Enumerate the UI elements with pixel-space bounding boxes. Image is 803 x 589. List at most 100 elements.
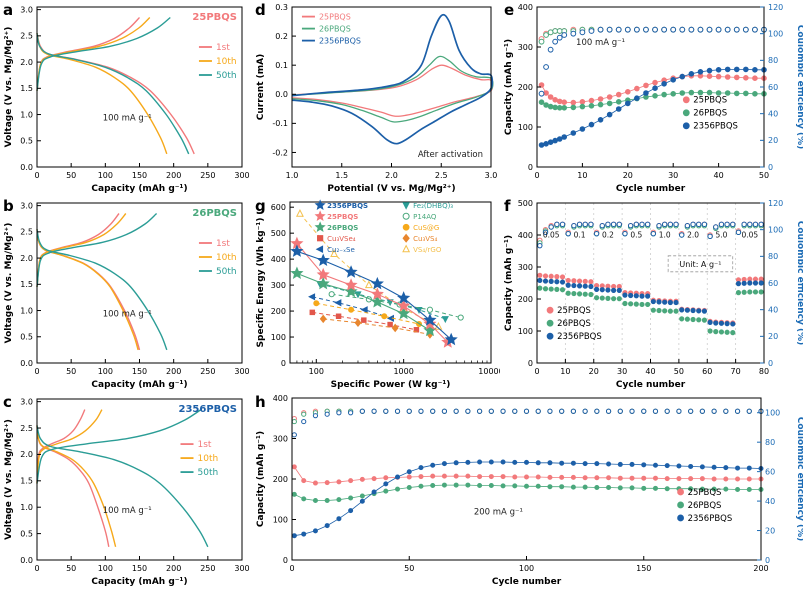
- svg-text:After activation: After activation: [418, 150, 483, 160]
- svg-text:200: 200: [273, 475, 288, 484]
- panel-label-c: c: [3, 393, 12, 411]
- svg-text:Specific Power (W kg⁻¹): Specific Power (W kg⁻¹): [331, 380, 451, 390]
- svg-text:400: 400: [518, 231, 533, 240]
- svg-text:10th: 10th: [198, 454, 219, 464]
- svg-text:300: 300: [518, 43, 533, 52]
- svg-text:Current (mA): Current (mA): [256, 54, 266, 120]
- svg-text:100: 100: [519, 564, 534, 573]
- svg-text:30: 30: [668, 171, 678, 180]
- svg-text:0.2: 0.2: [602, 230, 614, 239]
- svg-text:60: 60: [765, 467, 775, 476]
- svg-text:150: 150: [132, 564, 147, 573]
- svg-text:Capacity (mAh g⁻¹): Capacity (mAh g⁻¹): [504, 235, 514, 331]
- svg-text:120: 120: [768, 199, 783, 208]
- svg-text:Specific Energy (Wh kg⁻¹): Specific Energy (Wh kg⁻¹): [256, 218, 266, 348]
- svg-text:0: 0: [281, 359, 286, 368]
- svg-text:100: 100: [271, 333, 286, 342]
- svg-text:2.5: 2.5: [20, 424, 33, 433]
- svg-text:Voltage (V vs. Mg/Mg²⁺): Voltage (V vs. Mg/Mg²⁺): [4, 223, 14, 344]
- svg-text:2.0: 2.0: [385, 171, 398, 180]
- svg-text:Cu₃VSe₄: Cu₃VSe₄: [327, 235, 356, 243]
- svg-text:0.0: 0.0: [20, 359, 33, 368]
- svg-text:200: 200: [271, 307, 286, 316]
- svg-text:600: 600: [271, 203, 286, 212]
- svg-text:200: 200: [518, 83, 533, 92]
- svg-text:100 mA g⁻¹: 100 mA g⁻¹: [103, 309, 152, 319]
- svg-text:26PBQS: 26PBQS: [319, 24, 351, 33]
- panel-label-h: h: [255, 393, 266, 411]
- svg-text:80: 80: [759, 367, 769, 376]
- svg-text:400: 400: [271, 255, 286, 264]
- svg-text:2.5: 2.5: [435, 171, 448, 180]
- svg-text:0: 0: [528, 163, 533, 172]
- svg-text:-0.2: -0.2: [272, 148, 288, 157]
- panel-label-a: a: [3, 1, 14, 19]
- svg-text:100 mA g⁻¹: 100 mA g⁻¹: [103, 113, 152, 123]
- svg-text:1st: 1st: [216, 43, 230, 53]
- svg-text:100 mA g⁻¹: 100 mA g⁻¹: [103, 506, 152, 516]
- svg-text:0: 0: [534, 171, 539, 180]
- svg-text:300: 300: [234, 564, 249, 573]
- svg-text:40: 40: [768, 305, 778, 314]
- svg-text:0: 0: [34, 564, 39, 573]
- svg-text:50: 50: [66, 367, 76, 376]
- svg-text:60: 60: [768, 279, 778, 288]
- svg-text:200: 200: [166, 171, 181, 180]
- svg-text:P14AQ: P14AQ: [413, 213, 437, 221]
- svg-text:0.2: 0.2: [275, 32, 288, 41]
- svg-text:1.5: 1.5: [20, 477, 33, 486]
- svg-text:0: 0: [768, 359, 773, 368]
- svg-text:400: 400: [273, 394, 288, 403]
- svg-text:40: 40: [768, 109, 778, 118]
- panel-h-long-cycling-200mA: 0 50 100 150 200 0 100 200 300 400 0 20 40 60 80 100 Cou…: [252, 392, 803, 589]
- svg-text:200: 200: [166, 367, 181, 376]
- svg-text:1000: 1000: [393, 367, 413, 376]
- svg-text:Coulombic efficiency (%): Coulombic efficiency (%): [795, 221, 803, 346]
- svg-text:0: 0: [768, 163, 773, 172]
- svg-text:1st: 1st: [216, 239, 230, 249]
- svg-text:70: 70: [731, 367, 741, 376]
- svg-text:250: 250: [200, 367, 215, 376]
- svg-text:2.0: 2.0: [20, 450, 33, 459]
- svg-text:0: 0: [289, 564, 294, 573]
- svg-text:Cycle number: Cycle number: [616, 380, 686, 390]
- svg-text:10th: 10th: [216, 253, 237, 263]
- svg-text:400: 400: [518, 3, 533, 12]
- svg-text:300: 300: [271, 281, 286, 290]
- svg-text:-0.1: -0.1: [272, 119, 288, 128]
- panel-d-cv-curves: 1.0 1.5 2.0 2.5 3.0 -0.2 -0.1 0.0 0.1 0.2 0.3 Poten…: [252, 0, 500, 196]
- svg-text:50th: 50th: [216, 267, 237, 277]
- svg-text:0.5: 0.5: [20, 137, 33, 146]
- svg-text:50th: 50th: [216, 71, 237, 81]
- svg-text:1.5: 1.5: [335, 171, 348, 180]
- svg-text:CuS@G: CuS@G: [413, 224, 439, 232]
- svg-text:Cu₃VS₄: Cu₃VS₄: [413, 235, 437, 243]
- svg-text:10: 10: [560, 367, 570, 376]
- svg-text:25PBQS: 25PBQS: [557, 306, 591, 316]
- svg-text:25PBQS: 25PBQS: [327, 213, 358, 221]
- svg-text:3.0: 3.0: [20, 201, 33, 210]
- svg-text:150: 150: [132, 367, 147, 376]
- svg-text:20: 20: [623, 171, 633, 180]
- svg-text:25PBQS: 25PBQS: [192, 12, 237, 23]
- svg-text:100: 100: [765, 409, 780, 418]
- svg-text:26PBQS: 26PBQS: [192, 208, 237, 219]
- svg-text:Coulombic efficiency (%): Coulombic efficiency (%): [795, 25, 803, 150]
- svg-text:60: 60: [702, 367, 712, 376]
- svg-text:50: 50: [404, 564, 414, 573]
- svg-text:5.0: 5.0: [715, 230, 727, 239]
- svg-text:80: 80: [765, 438, 775, 447]
- panel-f-rate-performance: 0 10 20 30 40 50 60 70 80 0 100 200 300 400 500 0 20 40 60…: [500, 196, 803, 392]
- svg-text:2356PBQS: 2356PBQS: [327, 202, 368, 210]
- svg-text:Capacity (mAh g⁻¹): Capacity (mAh g⁻¹): [91, 577, 187, 587]
- svg-text:0: 0: [34, 171, 39, 180]
- svg-text:Coulombic efficiency (%): Coulombic efficiency (%): [795, 417, 803, 542]
- svg-text:120: 120: [768, 3, 783, 12]
- panel-a-voltage-profiles-25PBQS: 0 50 100 150 200 250 300 0.0 0.5 1.0 1.5 2.0 2.5 3.0 C…: [0, 0, 252, 196]
- svg-text:Capacity (mAh g⁻¹): Capacity (mAh g⁻¹): [256, 431, 266, 527]
- svg-text:50th: 50th: [198, 468, 219, 478]
- svg-text:0: 0: [34, 367, 39, 376]
- svg-text:10th: 10th: [216, 57, 237, 67]
